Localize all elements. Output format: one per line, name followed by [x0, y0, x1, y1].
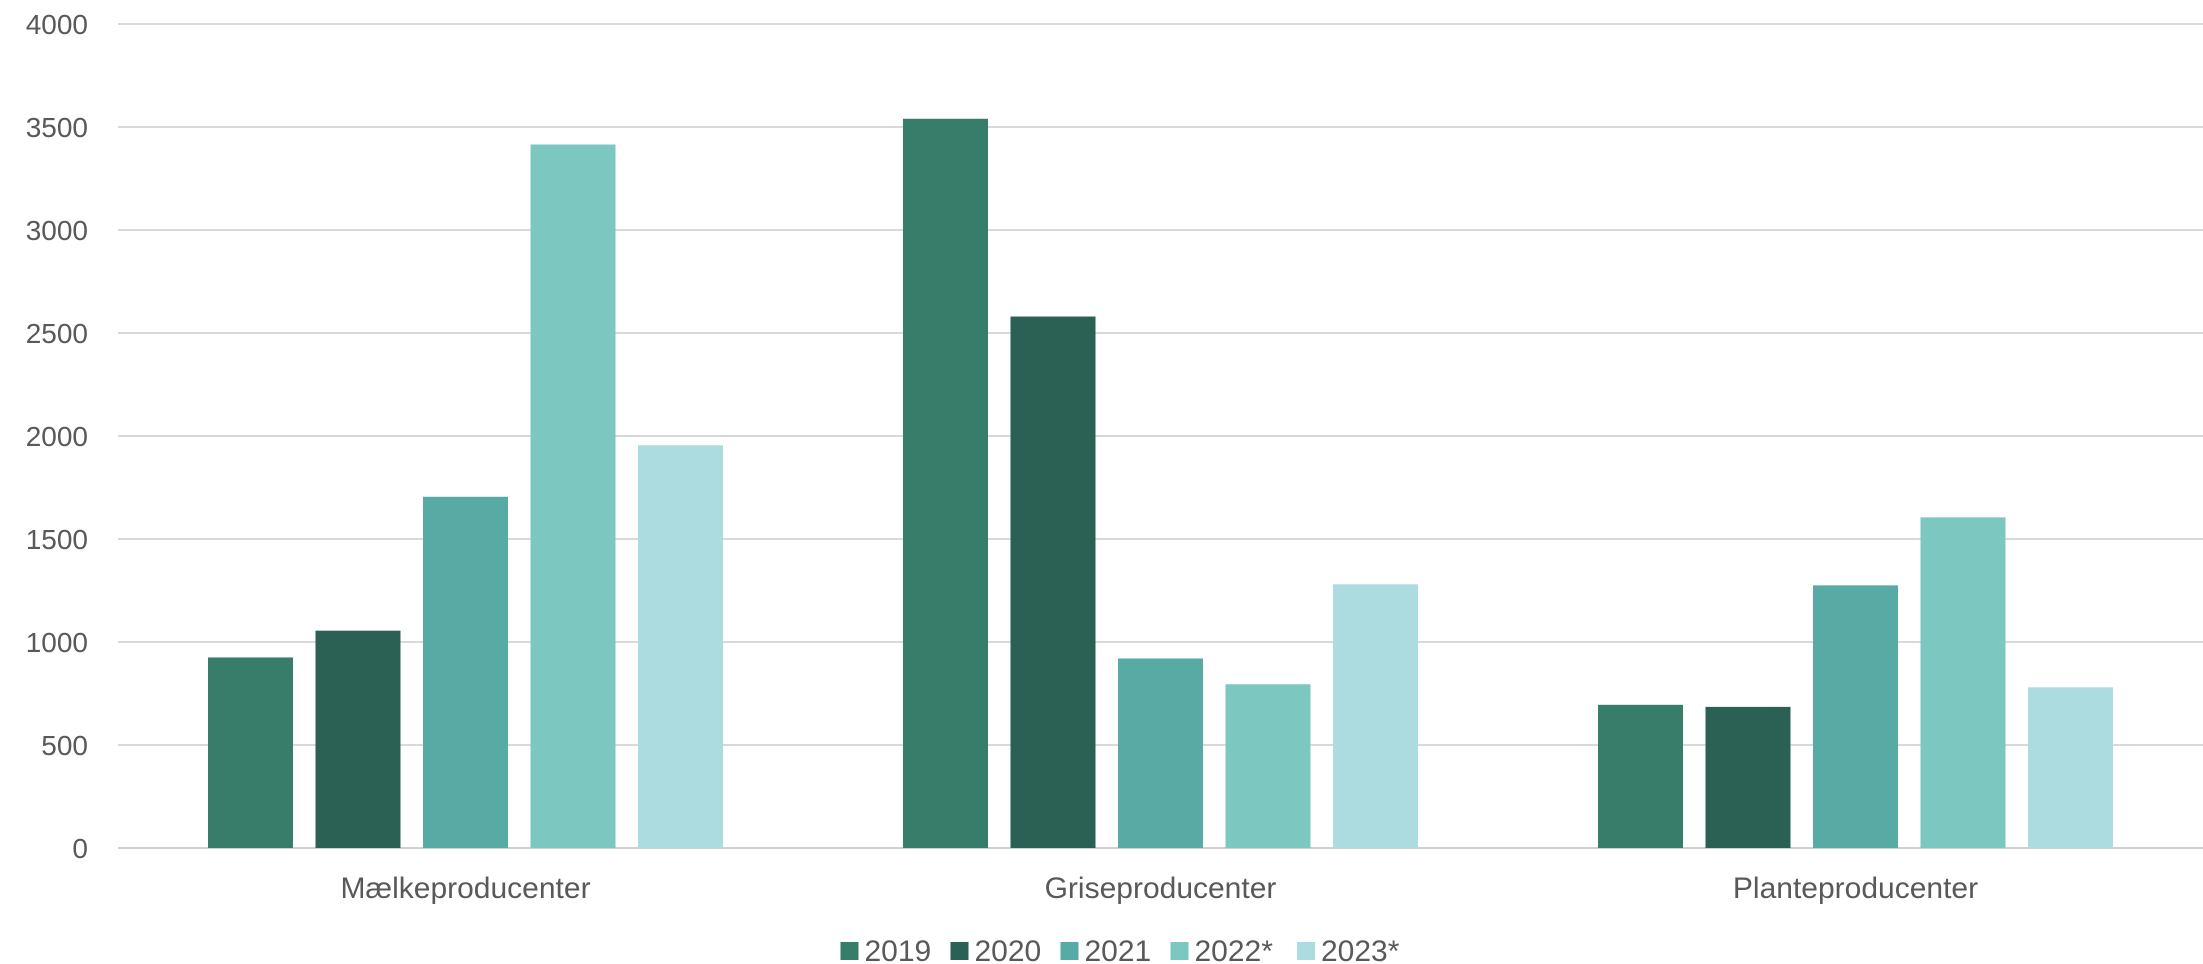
- bar-2020-griseproducenter: [1010, 316, 1096, 848]
- y-tick-label-2500: 2500: [26, 318, 88, 349]
- legend-swatch-2019: [840, 942, 859, 960]
- bar-2023-mælkeproducenter: [638, 445, 723, 848]
- legend-swatch-2020: [950, 942, 969, 960]
- y-tick-label-500: 500: [41, 730, 88, 761]
- legend-label-2019: 2019: [865, 935, 932, 964]
- bar-2021-planteproducenter: [1813, 585, 1898, 848]
- bar-2023-planteproducenter: [2028, 687, 2113, 848]
- legend-swatch-2023: [1297, 942, 1315, 960]
- bar-2019-mælkeproducenter: [208, 657, 293, 848]
- legend-label-2023: 2023*: [1321, 935, 1400, 964]
- legend-swatch-2021: [1060, 942, 1079, 960]
- y-tick-label-1000: 1000: [26, 627, 88, 658]
- legend-label-2021: 2021: [1085, 935, 1152, 964]
- y-tick-label-3000: 3000: [26, 215, 88, 246]
- legend: 2019 2020 2021 2022* 2023*: [840, 935, 1400, 964]
- x-category-label-2: Planteproducenter: [1733, 872, 1978, 905]
- bar-2021-griseproducenter: [1118, 658, 1203, 848]
- bar-2022-griseproducenter: [1225, 684, 1311, 848]
- bar-2022-planteproducenter: [1920, 517, 2006, 848]
- x-category-label-1: Griseproducenter: [1045, 872, 1277, 905]
- x-axis: Mælkeproducenter Griseproducenter Plantepr…: [340, 872, 1978, 905]
- y-axis: 0 500 1000 1500 2000 2500 3000 3500 4000: [26, 9, 88, 864]
- y-tick-label-1500: 1500: [26, 524, 88, 555]
- x-category-label-0: Mælkeproducenter: [340, 872, 590, 905]
- y-tick-label-4000: 4000: [26, 9, 88, 40]
- legend-label-2020: 2020: [975, 935, 1042, 964]
- legend-swatch-2022: [1170, 942, 1189, 960]
- bar-2019-planteproducenter: [1598, 704, 1683, 848]
- bar-2020-planteproducenter: [1705, 706, 1791, 848]
- y-tick-label-0: 0: [72, 833, 88, 864]
- bar-2020-mælkeproducenter: [315, 630, 401, 848]
- bar-2021-mælkeproducenter: [423, 496, 508, 848]
- legend-label-2022: 2022*: [1195, 935, 1274, 964]
- y-tick-label-3500: 3500: [26, 112, 88, 143]
- bar-2022-mælkeproducenter: [530, 144, 616, 848]
- bar-2019-griseproducenter: [903, 118, 988, 848]
- bar-2023-griseproducenter: [1333, 584, 1418, 848]
- bars: [208, 118, 2113, 848]
- y-tick-label-2000: 2000: [26, 421, 88, 452]
